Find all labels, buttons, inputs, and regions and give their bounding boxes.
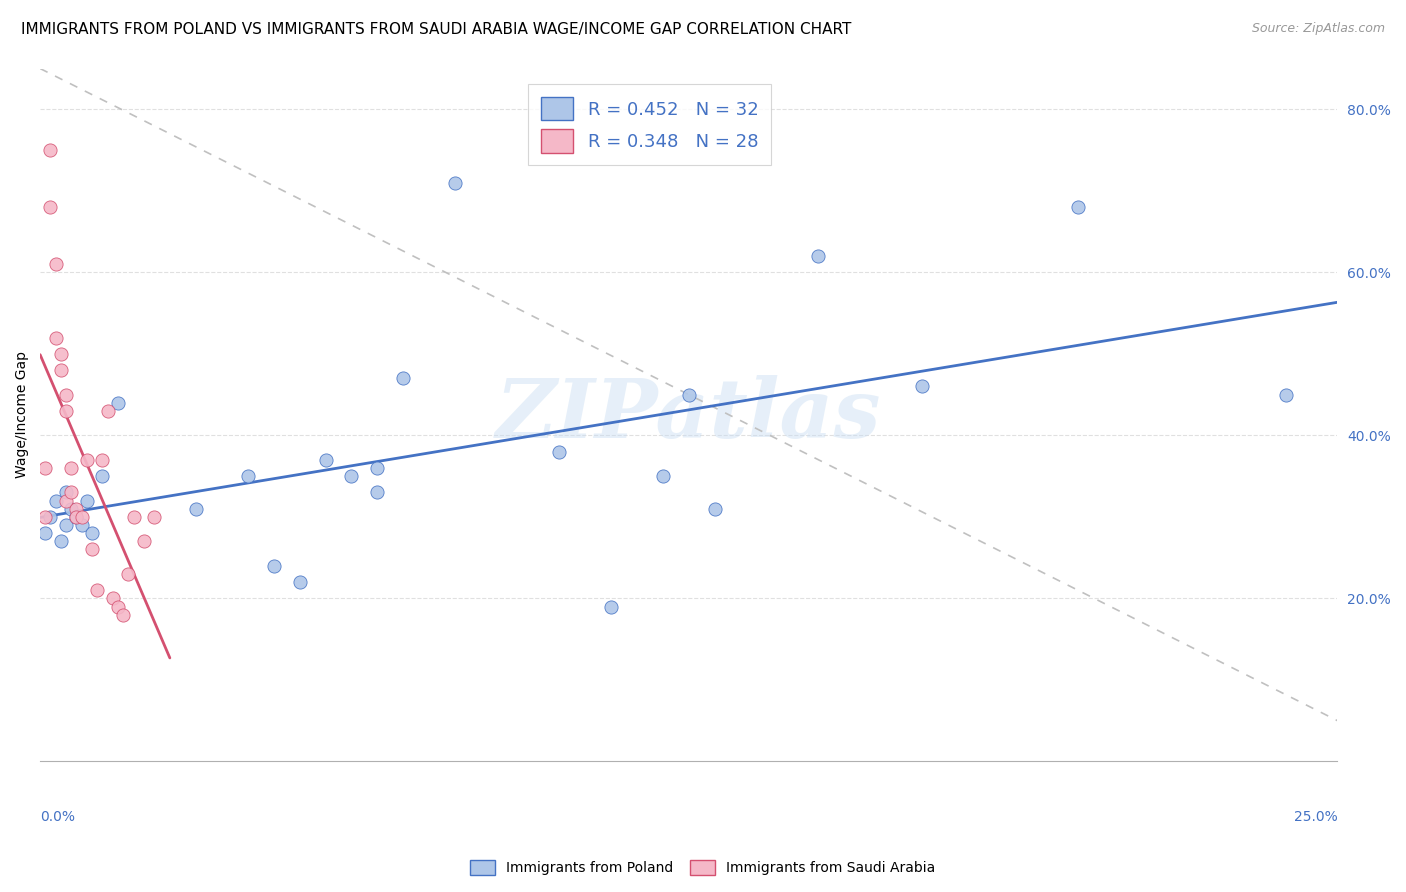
Point [34, 526, 56, 541]
Point [60, 485, 83, 500]
Point [107, 599, 129, 614]
Point [107, 395, 129, 409]
Text: ZIPatlas: ZIPatlas [496, 375, 882, 455]
Point [65, 501, 87, 516]
Point [45, 257, 67, 271]
Point [55, 404, 77, 418]
Point [39, 143, 62, 157]
Point [340, 469, 363, 483]
Point [91, 452, 114, 467]
Text: 0.0%: 0.0% [41, 810, 75, 824]
Point [143, 509, 166, 524]
Point [80, 542, 103, 557]
Point [70, 518, 93, 533]
Point [55, 493, 77, 508]
Point [49, 363, 72, 377]
Point [39, 200, 62, 214]
Point [49, 534, 72, 549]
Point [392, 371, 415, 385]
Point [911, 379, 934, 393]
Point [263, 558, 285, 573]
Text: 25.0%: 25.0% [1294, 810, 1337, 824]
Point [45, 330, 67, 344]
Point [651, 469, 673, 483]
Point [34, 461, 56, 475]
Text: IMMIGRANTS FROM POLAND VS IMMIGRANTS FROM SAUDI ARABIA WAGE/INCOME GAP CORRELATI: IMMIGRANTS FROM POLAND VS IMMIGRANTS FRO… [21, 22, 852, 37]
Point [91, 469, 114, 483]
Point [117, 566, 139, 581]
Point [97, 404, 120, 418]
Point [76, 452, 98, 467]
Point [55, 485, 77, 500]
Point [600, 599, 623, 614]
Legend: Immigrants from Poland, Immigrants from Saudi Arabia: Immigrants from Poland, Immigrants from … [465, 855, 941, 880]
Y-axis label: Wage/Income Gap: Wage/Income Gap [15, 351, 30, 478]
Point [444, 176, 467, 190]
Point [65, 509, 87, 524]
Point [80, 526, 103, 541]
Point [101, 591, 124, 606]
Point [86, 583, 108, 598]
Point [45, 493, 67, 508]
Point [366, 485, 388, 500]
Point [807, 249, 830, 263]
Point [55, 518, 77, 533]
Point [1067, 200, 1090, 214]
Point [76, 493, 98, 508]
Point [60, 461, 83, 475]
Point [34, 509, 56, 524]
Point [49, 347, 72, 361]
Point [70, 509, 93, 524]
Point [236, 469, 259, 483]
Point [1274, 387, 1296, 401]
Point [288, 575, 311, 590]
Legend: R = 0.452   N = 32, R = 0.348   N = 28: R = 0.452 N = 32, R = 0.348 N = 28 [529, 85, 772, 165]
Point [315, 452, 337, 467]
Point [39, 509, 62, 524]
Text: Source: ZipAtlas.com: Source: ZipAtlas.com [1251, 22, 1385, 36]
Point [548, 444, 571, 458]
Point [55, 387, 77, 401]
Point [112, 607, 135, 622]
Point [132, 534, 155, 549]
Point [678, 387, 700, 401]
Point [184, 501, 207, 516]
Point [122, 509, 145, 524]
Point [65, 509, 87, 524]
Point [703, 501, 725, 516]
Point [366, 461, 388, 475]
Point [60, 501, 83, 516]
